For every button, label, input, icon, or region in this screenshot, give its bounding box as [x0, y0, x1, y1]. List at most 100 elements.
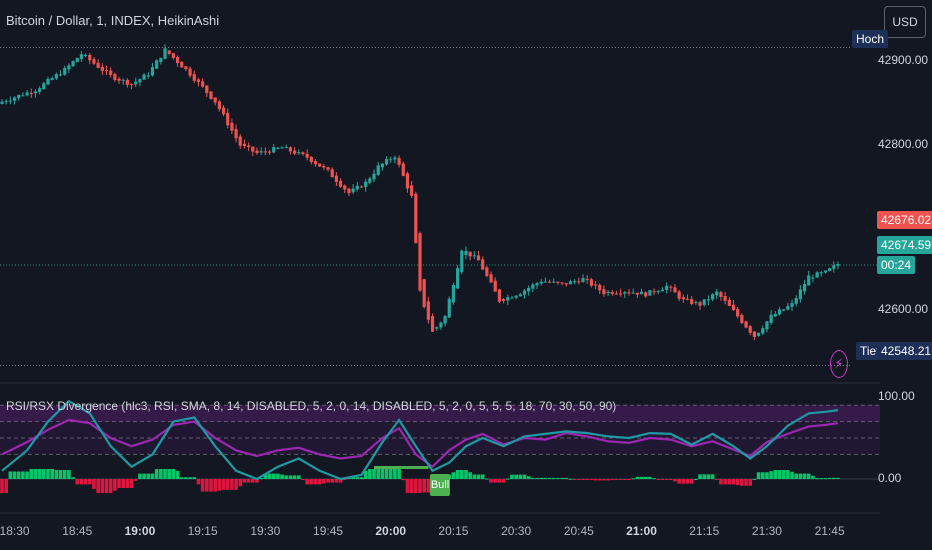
- candle-body: [690, 299, 694, 304]
- histogram-bar: [535, 477, 539, 479]
- candle-body: [221, 107, 226, 115]
- candle-body: [389, 159, 393, 161]
- histogram-bar: [154, 469, 159, 479]
- time-label: 18:45: [62, 524, 93, 538]
- histogram-bar: [159, 469, 163, 479]
- candle-body: [46, 78, 50, 85]
- histogram-bar: [192, 477, 197, 479]
- histogram-bar: [16, 471, 21, 479]
- candle-body: [756, 332, 761, 336]
- candle-body: [648, 290, 652, 296]
- histogram-bar: [393, 469, 397, 479]
- candle-body: [560, 282, 564, 284]
- candle-body: [213, 97, 217, 103]
- candle-body: [347, 188, 351, 194]
- histogram-bar: [276, 473, 280, 479]
- candle-body: [510, 297, 514, 299]
- histogram-bar: [723, 479, 727, 485]
- currency-button[interactable]: USD: [884, 6, 926, 38]
- histogram-bar: [234, 479, 238, 490]
- candle-body: [819, 272, 823, 274]
- candle-body: [146, 75, 150, 77]
- histogram-bar: [62, 470, 67, 479]
- candle-body: [798, 289, 802, 300]
- candle-body: [21, 95, 25, 97]
- histogram-bar: [397, 469, 401, 479]
- histogram-bar: [355, 477, 360, 479]
- histogram-bar: [727, 479, 732, 485]
- candle-body: [435, 327, 439, 329]
- histogram-bar: [309, 479, 314, 485]
- histogram-bar: [108, 479, 113, 493]
- candle-body: [698, 302, 702, 306]
- histogram-bar: [8, 471, 13, 479]
- histogram-bar: [568, 478, 573, 480]
- histogram-bar: [740, 479, 744, 486]
- histogram-bar: [706, 474, 711, 479]
- candle-body: [736, 309, 740, 317]
- candle-body: [426, 301, 430, 320]
- candle-body: [535, 283, 539, 286]
- histogram-bar: [547, 477, 552, 479]
- candle-body: [318, 163, 322, 167]
- rsi-line: [1, 418, 839, 469]
- histogram-bar: [251, 479, 255, 483]
- histogram-bar: [292, 475, 297, 479]
- candle-body: [731, 304, 736, 311]
- histogram-bar: [756, 472, 761, 479]
- candle-body: [786, 306, 790, 310]
- histogram-bar: [426, 479, 431, 493]
- candle-body: [476, 255, 481, 261]
- candle-body: [272, 147, 276, 153]
- candle-body: [577, 281, 581, 283]
- histogram-bar: [305, 479, 309, 485]
- histogram-bar: [54, 470, 59, 479]
- candle-body: [330, 169, 334, 178]
- histogram-bar: [42, 469, 46, 479]
- candle-body: [752, 331, 756, 338]
- histogram-bar: [819, 478, 824, 480]
- candle-body: [447, 298, 451, 318]
- candle-body: [606, 291, 610, 294]
- candle-body: [481, 259, 485, 270]
- candle-body: [623, 292, 627, 294]
- histogram-bar: [271, 473, 276, 479]
- histogram-bar: [322, 479, 326, 484]
- candle-body: [209, 91, 213, 99]
- candle-body: [121, 79, 125, 81]
- candle-body: [192, 74, 196, 81]
- candle-body: [828, 268, 832, 271]
- histogram-bar: [497, 479, 502, 483]
- candle-body: [644, 292, 648, 297]
- histogram-bar: [823, 478, 828, 480]
- candle-body: [33, 91, 38, 94]
- candle-body: [823, 270, 828, 273]
- histogram-bar: [146, 473, 151, 479]
- candle-body: [527, 287, 531, 292]
- candle-body: [150, 67, 155, 76]
- histogram-bar: [485, 478, 489, 480]
- histogram-bar: [798, 473, 803, 479]
- histogram-bar: [129, 479, 134, 488]
- histogram-bar: [610, 479, 615, 481]
- candle-body: [251, 146, 255, 152]
- time-label: 20:45: [563, 524, 594, 538]
- candle-body: [547, 281, 552, 283]
- indicator-pane: [0, 399, 880, 493]
- candle-body: [493, 280, 497, 292]
- histogram-bar: [301, 479, 305, 480]
- candle-body: [196, 79, 201, 82]
- candle-body: [372, 173, 376, 180]
- histogram-bar: [418, 479, 422, 493]
- rsx-line: [1, 399, 839, 481]
- candle-body: [63, 67, 67, 75]
- candle-body: [217, 101, 221, 110]
- candle-body: [543, 281, 547, 283]
- time-label: 20:30: [501, 524, 532, 538]
- candle-body: [263, 151, 267, 153]
- histogram-bar: [230, 479, 234, 490]
- lightning-icon[interactable]: ⚡: [830, 350, 848, 378]
- candle-body: [573, 281, 577, 283]
- candle-body: [380, 163, 384, 168]
